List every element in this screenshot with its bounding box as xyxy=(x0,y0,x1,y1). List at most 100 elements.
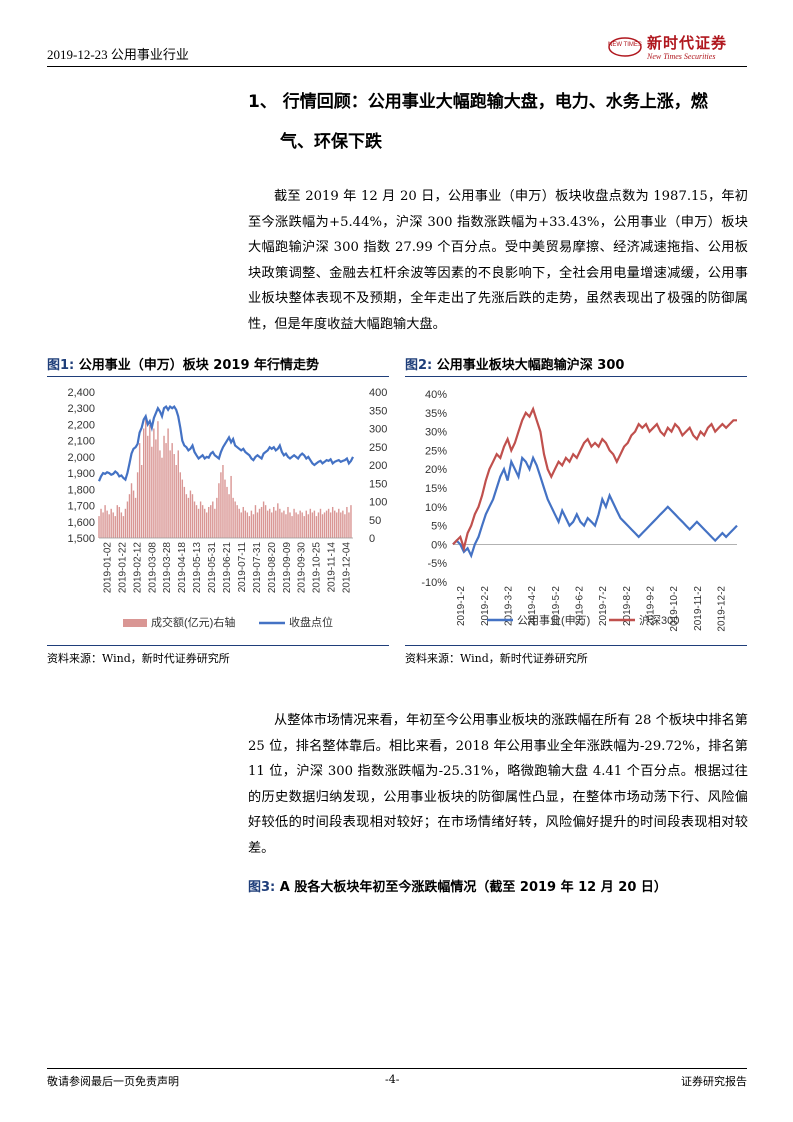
chart1-volume-bar xyxy=(268,508,271,538)
chart1-ytick-right: 100 xyxy=(369,497,387,509)
chart1-volume-bar xyxy=(295,512,297,538)
chart1-ytick-right: 300 xyxy=(369,424,387,436)
chart1-volume-bar xyxy=(283,510,285,538)
chart1-volume-bar xyxy=(240,512,242,538)
logo-name: 新时代证券 xyxy=(647,34,728,52)
chart2-ytick: 30% xyxy=(425,427,447,439)
chart1-volume-bar xyxy=(329,512,332,538)
chart1-volume-bar xyxy=(224,479,226,538)
figure3-caption: A 股各大板块年初至今涨跌幅情况（截至 2019 年 12 月 20 日） xyxy=(279,880,667,895)
chart2-xtick: 2019-10-2 xyxy=(669,586,680,632)
chart1-volume-bar xyxy=(210,505,212,538)
chart1-ytick-right: 50 xyxy=(369,515,381,527)
chart1-volume-bar xyxy=(250,510,253,538)
chart2-ytick: -10% xyxy=(421,577,447,589)
chart1-volume-bar xyxy=(205,512,208,538)
chart1-volume-bar xyxy=(321,514,324,538)
chart1-volume-bar xyxy=(100,508,102,538)
chart1-volume-bar xyxy=(297,514,299,538)
chart2-xtick: 2019-1-2 xyxy=(456,586,467,626)
chart2-ytick: 5% xyxy=(431,521,447,533)
chart1-volume-bar xyxy=(254,505,257,538)
chart1-volume-bar xyxy=(258,508,261,538)
chart1-volume-bar xyxy=(266,510,269,538)
chart1-volume-bar xyxy=(102,512,104,538)
chart1-volume-bar xyxy=(177,450,179,538)
chart1-volume-bar xyxy=(315,516,318,538)
section-title: 1、 行情回顾：公用事业大幅跑输大盘，电力、水务上涨，燃 气、环保下跌 xyxy=(248,82,748,162)
chart1-volume-bar xyxy=(114,516,116,538)
chart1-ytick-left: 1,600 xyxy=(67,517,95,529)
chart2-xtick: 2019-2-2 xyxy=(480,586,491,626)
chart1-volume-bar xyxy=(344,514,346,538)
chart1-volume-bar xyxy=(108,514,110,538)
chart1-volume-bar xyxy=(153,428,155,538)
chart1-volume-bar xyxy=(120,512,123,538)
chart1-volume-bar xyxy=(130,483,133,538)
chart1-volume-bar xyxy=(348,512,350,538)
chart2-ytick: 10% xyxy=(425,502,447,514)
chart1-volume-bar xyxy=(350,505,352,538)
chart1-volume-bar xyxy=(112,512,114,538)
chart1-legend-volume: 成交额(亿元)右轴 xyxy=(151,615,235,629)
chart1-volume-bar xyxy=(195,505,198,538)
chart1-volume-bar xyxy=(338,508,340,538)
chart1-volume-bar xyxy=(313,510,316,538)
logo-english-name: New Times Securities xyxy=(647,52,716,61)
chart2-xtick: 2019-9-2 xyxy=(645,586,656,626)
chart1-volume-bar xyxy=(256,512,259,538)
chart1-volume-bar xyxy=(317,512,320,538)
chart1-volume-bar xyxy=(140,465,143,538)
chart1-volume-bar xyxy=(161,457,163,538)
chart1-volume-bar xyxy=(293,508,295,538)
chart2-xtick: 2019-5-2 xyxy=(551,586,562,626)
chart1-volume-bar xyxy=(238,508,240,538)
chart1-volume-bar xyxy=(291,516,293,538)
chart1-xtick: 2019-07-31 xyxy=(252,542,263,594)
figure2-chart: 40% 35% 30% 25% 20% 15% 10% 5% 0% -5% -10% 2019-1-2… xyxy=(421,389,738,632)
chart1-volume-bar xyxy=(165,443,167,538)
chart1-volume-bar xyxy=(145,417,147,538)
chart2-series-line-1 xyxy=(452,406,737,553)
chart1-volume-bar xyxy=(189,490,192,538)
chart1-volume-bar xyxy=(163,435,165,538)
chart1-volume-bar xyxy=(193,501,196,538)
chart1-volume-bar xyxy=(104,505,106,538)
header-divider xyxy=(47,66,747,67)
chart2-xtick: 2019-6-2 xyxy=(574,586,585,626)
chart1-volume-bar xyxy=(187,497,190,538)
chart1-volume-bar xyxy=(183,486,186,538)
chart1-volume-bar xyxy=(106,510,108,538)
chart1-volume-bar xyxy=(327,508,330,538)
chart1-ytick-right: 350 xyxy=(369,405,387,417)
chart1-volume-bar xyxy=(273,506,275,538)
figure2-title: 图2: 公用事业板块大幅跑输沪深 300 xyxy=(405,354,747,377)
chart1-volume-bar xyxy=(167,428,169,538)
chart1-volume-bar xyxy=(275,510,277,538)
chart1-volume-bar xyxy=(323,512,326,538)
chart1-volume-bar xyxy=(342,510,344,538)
chart1-volume-bar xyxy=(173,454,175,538)
chart1-volume-bar xyxy=(246,512,249,538)
logo-mark-text: NEW TIMES xyxy=(608,42,642,48)
chart1-xtick: 2019-05-31 xyxy=(207,542,218,594)
chart2-series-line-0 xyxy=(452,454,738,559)
chart1-volume-bar xyxy=(218,483,220,538)
chart2-xtick: 2019-11-2 xyxy=(693,586,704,631)
figure1-source: 资料来源：Wind，新时代证券研究所 xyxy=(47,652,230,665)
chart1-volume-bar xyxy=(260,506,263,538)
chart1-ytick-right: 250 xyxy=(369,442,387,454)
chart1-volume-bar xyxy=(289,512,291,538)
chart1-xtick: 2019-10-25 xyxy=(312,542,323,594)
chart2-ytick: 40% xyxy=(425,389,447,401)
chart1-ytick-left: 2,100 xyxy=(67,436,95,448)
chart1-volume-bar xyxy=(116,505,118,538)
chart1-volume-bar xyxy=(301,512,303,538)
chart1-xtick: 2019-09-09 xyxy=(282,542,293,594)
figure1-source-divider xyxy=(47,645,389,646)
chart1-ytick-left: 1,500 xyxy=(67,533,95,545)
chart1-volume-bar xyxy=(222,465,224,538)
figure1-number: 图1: xyxy=(47,358,75,373)
chart1-volume-bar xyxy=(299,510,301,538)
chart1-volume-bar xyxy=(277,503,279,538)
